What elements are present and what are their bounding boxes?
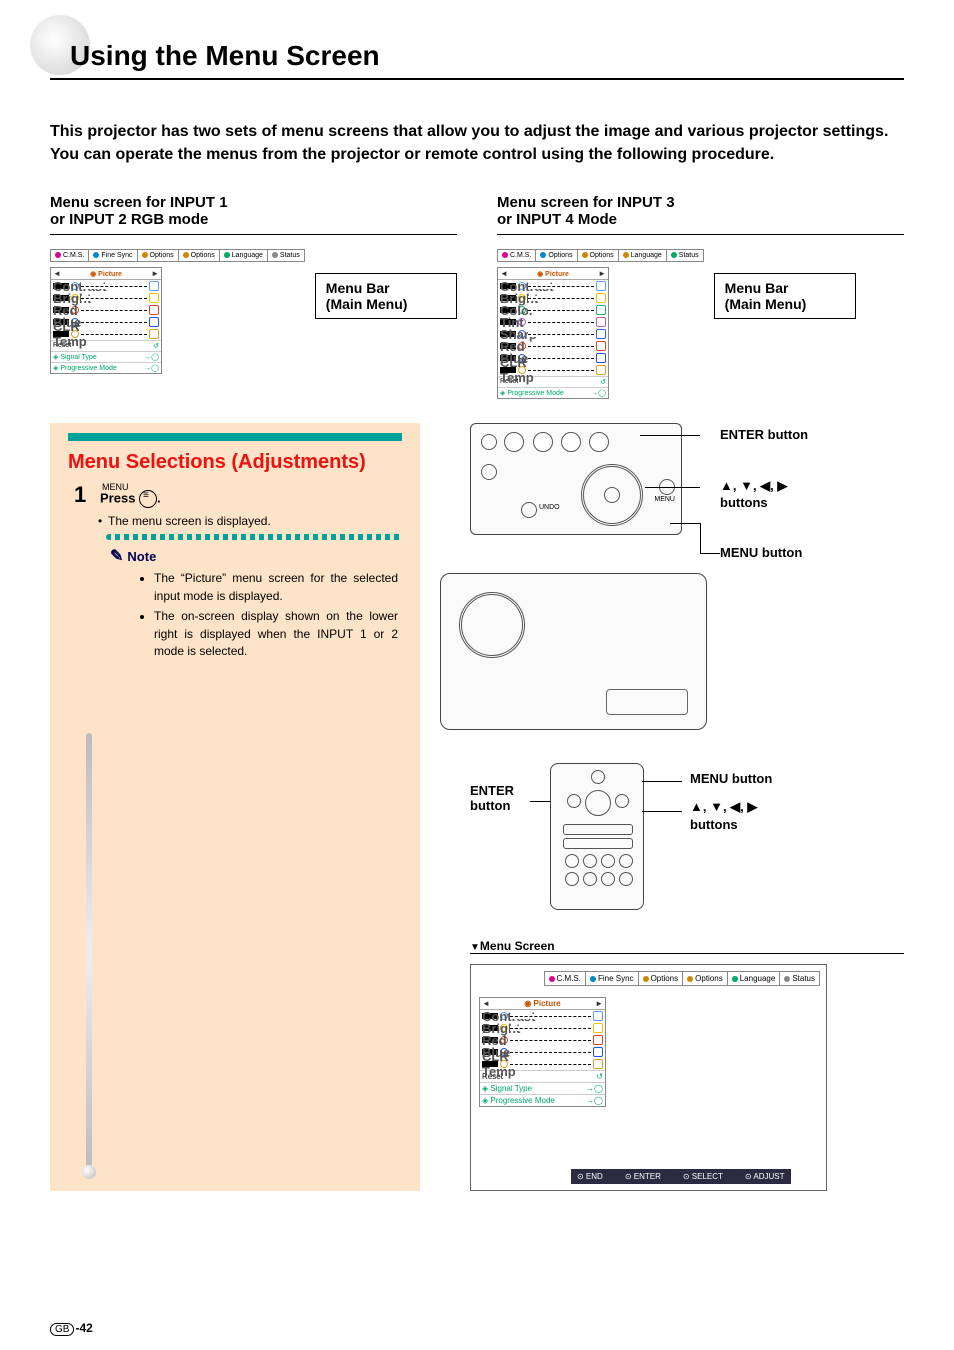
enter-button-label: ENTER button: [720, 427, 808, 442]
menubar-tab: Status: [779, 972, 819, 985]
osd-footer: ⊙ END ⊙ ENTER ⊙ SELECT ⊙ ADJUST: [571, 1169, 791, 1184]
adjust-row: CLR Temp: [480, 1058, 605, 1070]
osd-footer-item: ⊙ END: [577, 1172, 603, 1181]
enter-button-label-remote: ENTER button: [470, 783, 514, 813]
menubar-tab: Options: [178, 250, 219, 261]
note-header: ✎ Note: [110, 546, 402, 566]
page-title: Using the Menu Screen: [70, 40, 904, 72]
nav-pad-icon: [581, 464, 643, 526]
intro-text: This projector has two sets of menu scre…: [50, 120, 904, 166]
device-diagram-area: MENU UNDO ENTER button ▲, ▼, ◀, ▶ button…: [470, 423, 904, 883]
adjust-row: CLR Temp: [51, 328, 161, 340]
menubar-tab: Options: [577, 250, 618, 261]
arrow-buttons-symbols: ▲, ▼, ◀, ▶: [720, 478, 787, 494]
note-icon: ✎: [110, 546, 123, 566]
menuscreen-header: ▼Menu Screen: [470, 939, 904, 953]
left-shot-title: Menu screen for INPUT 1 or INPUT 2 RGB m…: [50, 194, 457, 228]
projector-drawing: [440, 573, 707, 730]
menubar-tab: Status: [267, 250, 304, 261]
right-shot-title: Menu screen for INPUT 3 or INPUT 4 Mode: [497, 194, 904, 228]
down-triangle-icon: ▼: [470, 942, 480, 953]
title-rule: [50, 78, 904, 80]
menubar-callout: Menu Bar (Main Menu): [714, 273, 856, 319]
menubar-tab: Language: [618, 250, 666, 261]
menubar-tab: C.M.S.: [498, 250, 535, 261]
note-label: Note: [127, 549, 156, 564]
menubar-tab: Options: [682, 972, 727, 985]
arrow-buttons-label: buttons: [720, 495, 768, 510]
dotted-divider: [106, 534, 402, 540]
osd-footer-item: ⊙ SELECT: [683, 1172, 723, 1181]
sidepanel-left: ◄◉ Picture►ContrastBrightRedBlueCLR Temp…: [50, 267, 162, 374]
adjust-row: CLR Temp: [498, 364, 608, 376]
sidepanel-right: ◄◉ Picture►ContrastBrightColorTintSharpR…: [497, 267, 609, 399]
vertical-timeline: [86, 733, 92, 1173]
teal-bar: [68, 433, 402, 441]
big-menu-screenshot: C.M.S.Fine SyncOptionsOptionsLanguageSta…: [470, 964, 827, 1191]
note-item: The on-screen display shown on the lower…: [154, 608, 398, 660]
region-pill: GB: [50, 1323, 74, 1336]
left-column: Menu Selections (Adjustments) 1 MENU Pre…: [50, 423, 420, 1191]
step-number: 1: [74, 482, 92, 508]
menubar-tab: Status: [666, 250, 703, 261]
note-list: The “Picture” menu screen for the select…: [114, 570, 398, 660]
right-column: MENU UNDO ENTER button ▲, ▼, ◀, ▶ button…: [420, 423, 904, 1191]
arrow-buttons-symbols-remote: ▲, ▼, ◀, ▶: [690, 799, 757, 815]
menu-knob-label: MENU: [654, 496, 675, 503]
menu-button-icon: [139, 490, 157, 508]
menuscreen-header-text: Menu Screen: [480, 939, 555, 953]
page-number-text: -42: [75, 1321, 92, 1335]
step-1: 1 MENU Press .: [74, 482, 402, 508]
undo-knob-icon: [521, 502, 537, 518]
menubar-tab: Language: [219, 250, 267, 261]
menubar-tab: Language: [727, 972, 780, 985]
rule: [497, 234, 904, 235]
menubar-tab: Options: [535, 250, 576, 261]
menubar-tab: C.M.S.: [545, 972, 585, 985]
rule: [470, 953, 904, 954]
page-number: GB-42: [50, 1321, 93, 1336]
menubar-left: C.M.S.Fine SyncOptionsOptionsLanguageSta…: [50, 249, 305, 262]
osd-footer-item: ⊙ ADJUST: [745, 1172, 785, 1181]
step-pre: Press: [100, 491, 135, 506]
rule: [50, 234, 457, 235]
section-title: Menu Selections (Adjustments): [68, 451, 402, 474]
step-bullet: The menu screen is displayed.: [108, 514, 402, 528]
menubar-callout: Menu Bar (Main Menu): [315, 273, 457, 319]
menu-button-label: MENU button: [720, 545, 802, 560]
menubar-tab: Options: [137, 250, 178, 261]
menu-shot-right: C.M.S.OptionsOptionsLanguageStatus ◄◉ Pi…: [497, 245, 904, 399]
remote-drawing: [550, 763, 644, 910]
note-item: The “Picture” menu screen for the select…: [154, 570, 398, 605]
menubar-tab: Fine Sync: [585, 972, 638, 985]
arrow-buttons-label-remote: buttons: [690, 817, 738, 832]
menu-shot-left: C.M.S.Fine SyncOptionsOptionsLanguageSta…: [50, 245, 457, 374]
menu-button-label-remote: MENU button: [690, 771, 772, 786]
control-panel-drawing: MENU UNDO: [470, 423, 682, 535]
osd-footer-item: ⊙ ENTER: [625, 1172, 661, 1181]
menubar-right: C.M.S.OptionsOptionsLanguageStatus: [497, 249, 704, 262]
menubar-tab: Fine Sync: [88, 250, 136, 261]
top-row: Menu screen for INPUT 1 or INPUT 2 RGB m…: [50, 194, 904, 399]
menubar-tab: Options: [638, 972, 683, 985]
menubar-tab: C.M.S.: [51, 250, 88, 261]
undo-knob-label: UNDO: [539, 504, 560, 511]
